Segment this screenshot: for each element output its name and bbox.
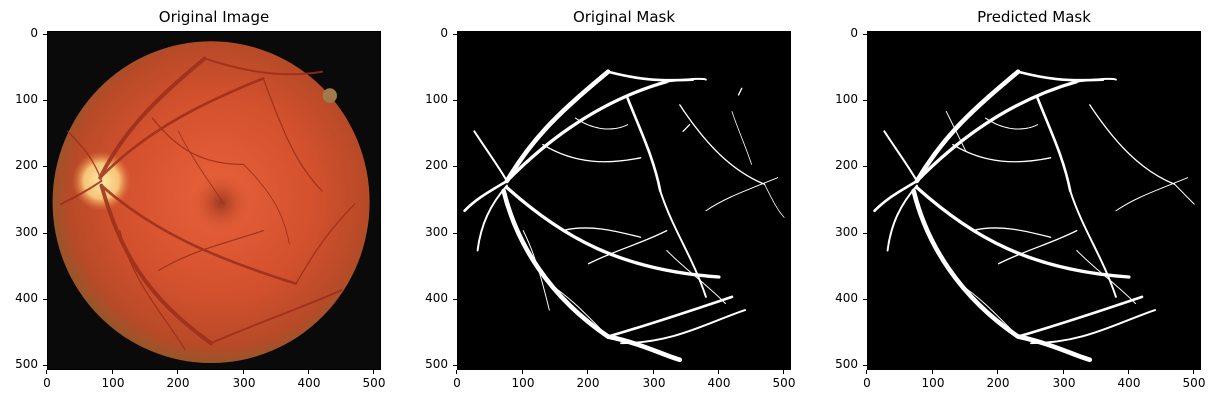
y-tick-label: 200 xyxy=(826,158,867,172)
y-tick-label: 500 xyxy=(6,357,47,371)
x-tick-label: 500 xyxy=(354,370,394,390)
x-tick-label: 0 xyxy=(437,370,477,390)
y-tick-label: 400 xyxy=(826,291,867,305)
x-tick-label: 400 xyxy=(699,370,739,390)
x-tick-label: 200 xyxy=(158,370,198,390)
x-tick-label: 100 xyxy=(503,370,543,390)
y-tick-label: 400 xyxy=(6,291,47,305)
fundus-image xyxy=(47,31,381,370)
x-tick-label: 400 xyxy=(1109,370,1149,390)
panel-original-mask: Original Mask xyxy=(410,0,810,407)
y-tick-label: 0 xyxy=(826,26,867,40)
x-tick-label: 200 xyxy=(978,370,1018,390)
x-tick-label: 500 xyxy=(764,370,804,390)
y-tick-label: 100 xyxy=(826,92,867,106)
panel-title: Original Mask xyxy=(572,8,676,26)
x-tick-label: 400 xyxy=(289,370,329,390)
x-tick-label: 300 xyxy=(634,370,674,390)
x-tick-label: 0 xyxy=(847,370,887,390)
y-tick-label: 500 xyxy=(826,357,867,371)
panel-original-image: Original Image xyxy=(0,0,400,407)
x-tick-label: 0 xyxy=(27,370,67,390)
x-tick-label: 100 xyxy=(93,370,133,390)
y-tick-label: 0 xyxy=(416,26,457,40)
y-tick-label: 400 xyxy=(416,291,457,305)
y-tick-label: 100 xyxy=(416,92,457,106)
x-tick-label: 500 xyxy=(1174,370,1214,390)
x-tick-label: 300 xyxy=(224,370,264,390)
panel-predicted-mask: Predicted Mask xyxy=(820,0,1220,407)
y-tick-label: 300 xyxy=(416,225,457,239)
x-tick-label: 100 xyxy=(913,370,953,390)
x-tick-label: 200 xyxy=(568,370,608,390)
panel-title: Original Image xyxy=(158,8,270,26)
y-tick-label: 300 xyxy=(826,225,867,239)
y-tick-label: 200 xyxy=(6,158,47,172)
y-tick-label: 300 xyxy=(6,225,47,239)
y-tick-label: 200 xyxy=(416,158,457,172)
x-tick-label: 300 xyxy=(1044,370,1084,390)
predicted-mask-image xyxy=(867,31,1201,370)
vessel-mask-image xyxy=(457,31,791,370)
y-tick-label: 500 xyxy=(416,357,457,371)
panel-title: Predicted Mask xyxy=(977,8,1091,26)
y-tick-label: 100 xyxy=(6,92,47,106)
y-tick-label: 0 xyxy=(6,26,47,40)
